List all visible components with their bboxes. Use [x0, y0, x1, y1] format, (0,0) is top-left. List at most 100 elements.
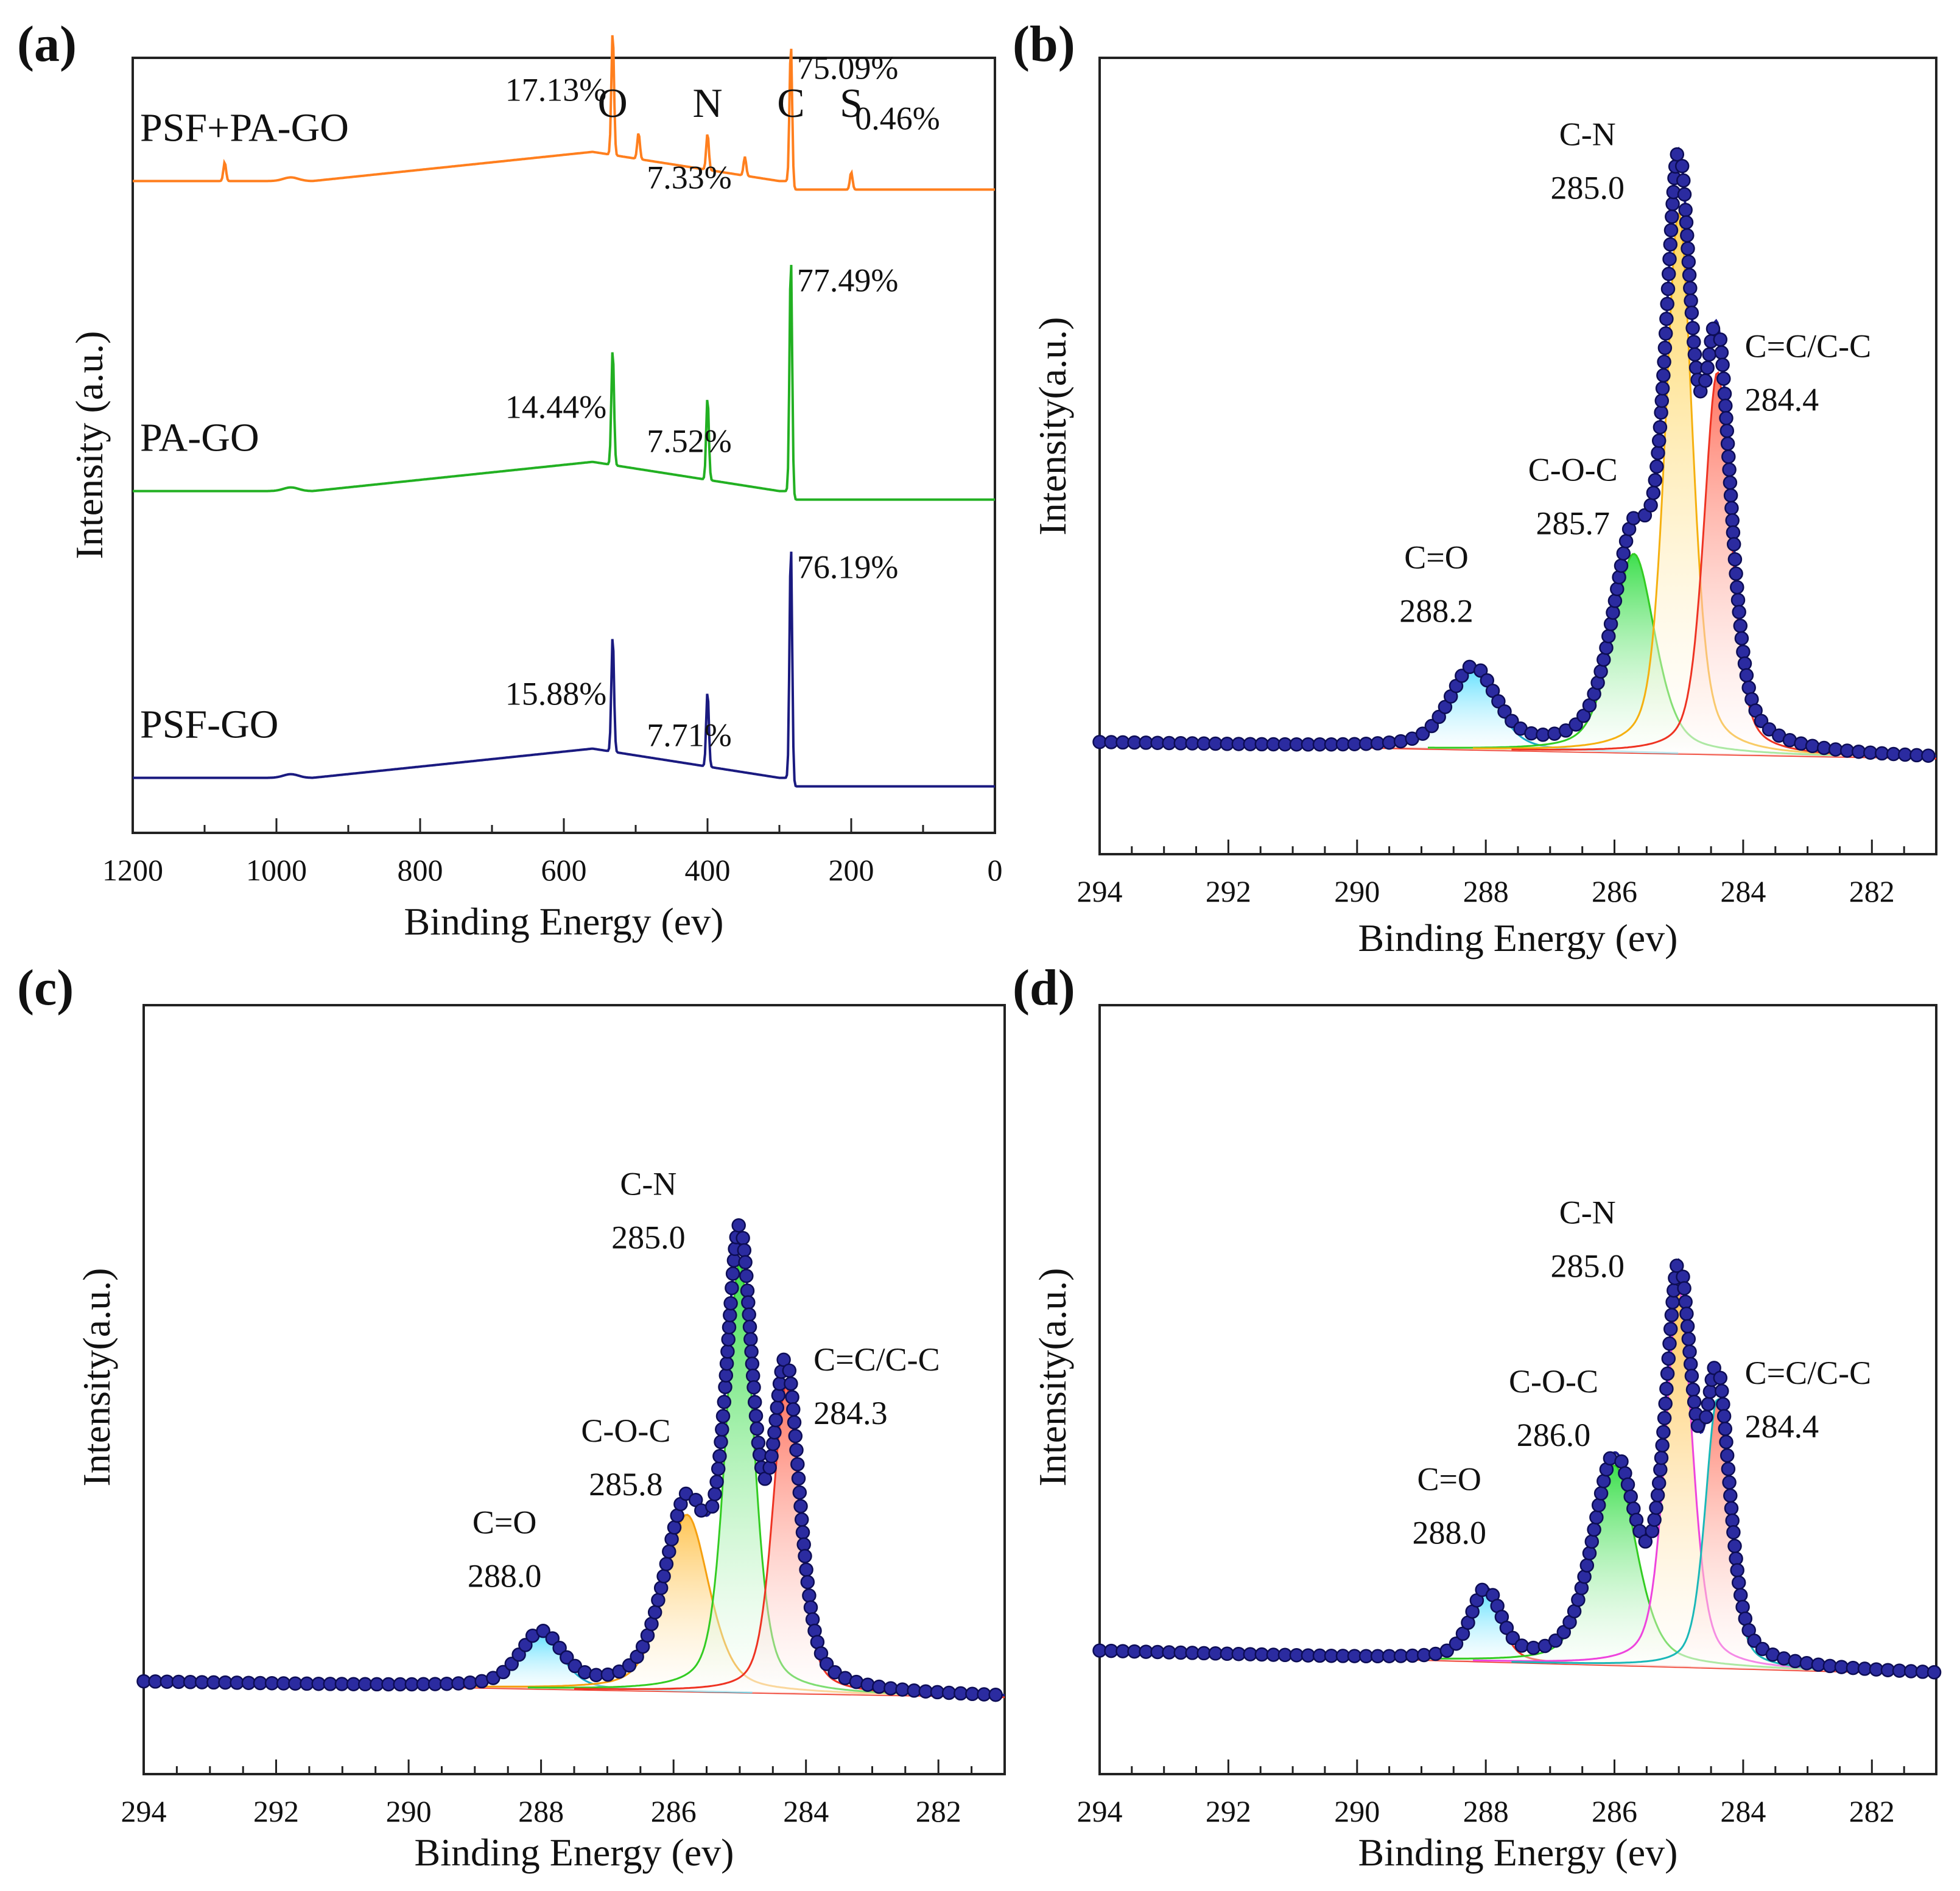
data-point: [788, 1428, 803, 1444]
component-label-c-o: C=O: [1404, 539, 1468, 576]
data-point: [1729, 1551, 1743, 1566]
data-point: [148, 1674, 163, 1689]
data-point: [1678, 203, 1693, 217]
data-point: [771, 1388, 786, 1403]
data-point: [1927, 1665, 1942, 1680]
panel-c-letter: (c): [17, 960, 74, 1016]
data-point: [1723, 475, 1738, 490]
data-point: [799, 1562, 813, 1577]
data-point: [416, 1677, 431, 1692]
data-point: [721, 1332, 736, 1347]
data-point: [748, 1408, 764, 1423]
data-point: [276, 1676, 291, 1691]
data-point: [1576, 709, 1591, 723]
x-tick-label-294: 294: [1077, 1794, 1123, 1828]
panel-a-x-axis-title: Binding Energy (ev): [404, 900, 724, 943]
data-point: [708, 1487, 722, 1501]
data-point: [1724, 500, 1739, 516]
data-point: [1618, 534, 1634, 549]
data-point: [742, 1319, 757, 1335]
data-point: [1685, 321, 1700, 335]
data-point: [1659, 1381, 1674, 1396]
data-point: [1656, 1425, 1671, 1439]
data-point: [1536, 728, 1550, 742]
x-tick-label-294: 294: [1077, 874, 1123, 908]
data-point: [1653, 1462, 1668, 1477]
data-point: [1788, 1654, 1803, 1669]
data-point: [1455, 668, 1469, 683]
component-position-c-o: 288.0: [468, 1557, 542, 1594]
data-point: [718, 1380, 732, 1394]
data-point: [346, 1677, 361, 1691]
data-point: [1648, 473, 1663, 488]
series-line-psf-go: [133, 552, 995, 788]
data-point: [1739, 668, 1754, 682]
data-point: [1677, 1281, 1691, 1296]
data-point: [737, 1243, 752, 1258]
peak-annotation-psf-pa-go-o: 17.13%: [505, 71, 606, 108]
series-line-pa-go: [133, 265, 995, 501]
data-point: [1661, 267, 1676, 281]
data-point: [1596, 652, 1611, 667]
panel-c-x-axis-title: Binding Energy (ev): [415, 1831, 734, 1874]
data-point: [1702, 1384, 1718, 1399]
data-point: [1687, 1394, 1702, 1409]
data-point: [1722, 462, 1737, 477]
data-point: [784, 1376, 798, 1391]
data-point: [1654, 405, 1668, 420]
data-point: [1733, 1588, 1748, 1602]
data-point: [930, 1685, 945, 1700]
data-point: [1811, 1657, 1826, 1672]
data-point: [311, 1676, 326, 1691]
x-tick-label-1200: 1200: [102, 853, 163, 887]
data-point: [1799, 1656, 1814, 1671]
data-point: [1658, 1396, 1673, 1411]
data-point: [1663, 223, 1679, 237]
data-point: [1664, 1308, 1679, 1322]
data-point: [1657, 340, 1673, 356]
data-point: [1674, 159, 1690, 174]
component-fill-c-c-c-c: [574, 1386, 999, 1697]
data-point: [1649, 1500, 1663, 1515]
component-label-c-o-c: C-O-C: [1528, 452, 1618, 488]
data-point: [1662, 1336, 1677, 1351]
data-point: [744, 1344, 759, 1359]
data-point: [1663, 237, 1678, 252]
x-tick-label-282: 282: [1849, 1794, 1895, 1828]
panel-b-y-axis-title: Intensity(a.u.): [1031, 317, 1074, 536]
peak-annotation-psf-pa-go-n: 7.33%: [647, 159, 731, 195]
component-label-c-n: C-N: [1559, 1194, 1616, 1230]
element-label-o: O: [598, 80, 628, 126]
data-point: [765, 1436, 781, 1451]
data-point: [1651, 1476, 1667, 1490]
data-point: [883, 1681, 898, 1696]
data-point: [439, 1676, 454, 1691]
data-point: [1473, 663, 1488, 678]
data-point: [802, 1588, 817, 1603]
data-point: [1610, 581, 1625, 597]
component-label-c-c-c-c: C=C/C-C: [1745, 1355, 1872, 1391]
data-point: [1579, 1558, 1595, 1573]
data-point: [782, 1363, 797, 1378]
element-label-c: C: [777, 80, 804, 126]
data-point: [965, 1686, 980, 1702]
x-tick-label-400: 400: [685, 853, 731, 887]
data-point: [1571, 1592, 1586, 1607]
component-position-c-c-c-c: 284.4: [1745, 1408, 1819, 1445]
measured-data-points: [1092, 147, 1936, 763]
data-point: [1115, 1644, 1130, 1658]
data-point: [747, 1395, 762, 1409]
data-point: [1685, 1382, 1701, 1397]
x-tick-label-288: 288: [518, 1794, 564, 1828]
data-point: [427, 1677, 443, 1691]
data-point: [711, 1461, 726, 1476]
data-point: [323, 1677, 338, 1691]
data-point: [715, 1422, 729, 1437]
data-point: [370, 1677, 384, 1692]
data-point: [1726, 537, 1741, 552]
data-point: [1720, 437, 1735, 451]
data-point: [1658, 326, 1673, 341]
data-point: [819, 1657, 834, 1671]
component-fill-c-o: [1266, 670, 1679, 754]
component-fill-c-o: [329, 1635, 753, 1693]
